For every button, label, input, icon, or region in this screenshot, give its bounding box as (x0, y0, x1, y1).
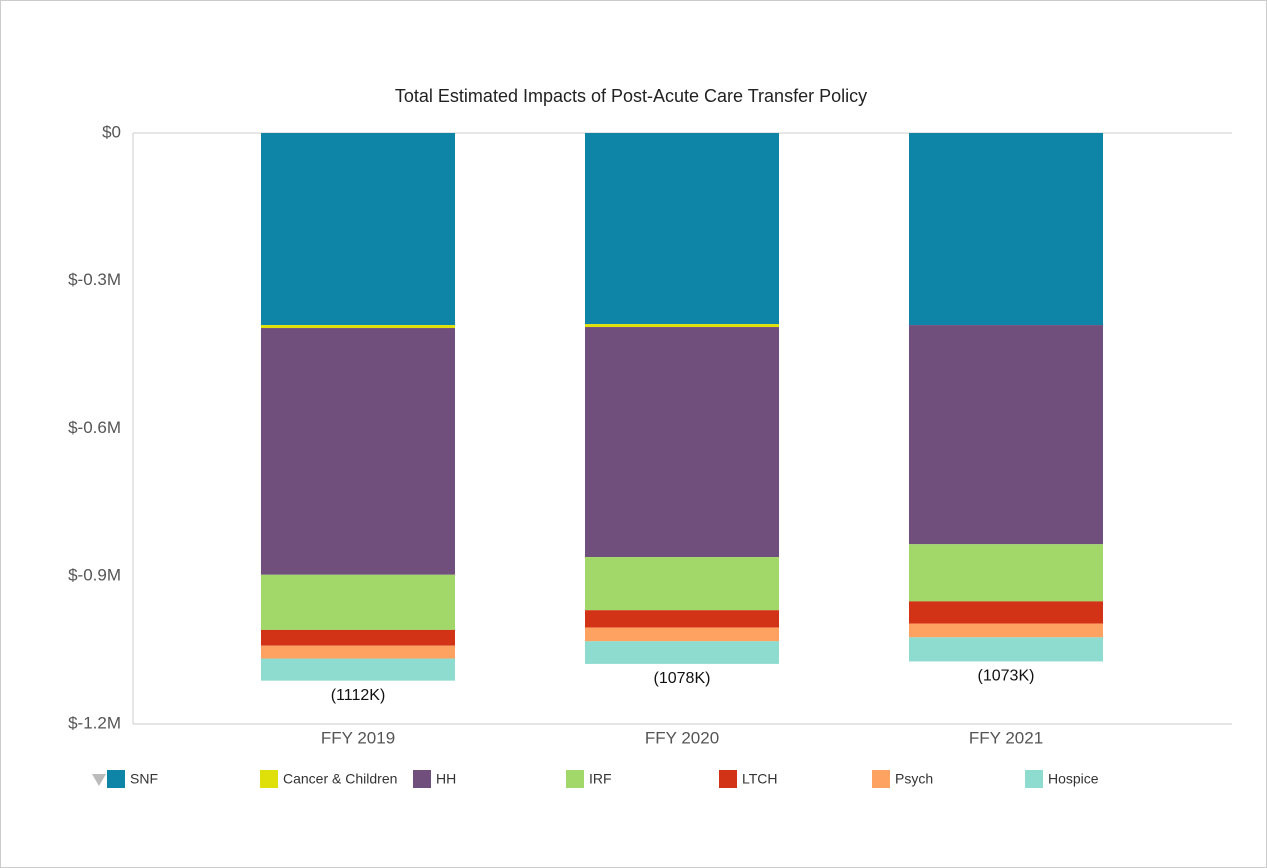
bar-segment (909, 544, 1103, 602)
bar-segment (585, 610, 779, 628)
legend-label: HH (436, 771, 456, 787)
bar-segment (585, 557, 779, 611)
total-label: (1112K) (331, 687, 386, 704)
chart-title: Total Estimated Impacts of Post-Acute Ca… (395, 86, 867, 106)
y-tick-label: $-1.2M (68, 713, 121, 732)
legend-label: SNF (130, 771, 158, 787)
bar-segment (261, 574, 455, 630)
legend-label: Psych (895, 771, 933, 787)
bar-segment (909, 601, 1103, 624)
x-tick-label: FFY 2019 (321, 728, 395, 747)
y-tick-label: $0 (102, 122, 121, 141)
bar-segment (909, 325, 1103, 545)
bar-segment (585, 324, 779, 328)
bar-segment (585, 327, 779, 558)
bar-segment (909, 637, 1103, 662)
legend-swatch (413, 770, 431, 788)
legend-swatch (872, 770, 890, 788)
legend-label: Hospice (1048, 771, 1099, 787)
bar-segment (261, 328, 455, 575)
bar-segment (909, 623, 1103, 638)
bar-segment (585, 133, 779, 325)
y-tick-label: $-0.6M (68, 418, 121, 437)
x-tick-label: FFY 2020 (645, 728, 719, 747)
bar-segment (261, 133, 455, 326)
bar-segment (585, 627, 779, 642)
legend-swatch (107, 770, 125, 788)
bar-segment (261, 629, 455, 646)
bar-segment (585, 641, 779, 664)
bar-segment (261, 658, 455, 681)
bar-segment (261, 645, 455, 659)
total-label: (1073K) (978, 668, 1035, 685)
legend-swatch (260, 770, 278, 788)
bar-segment (261, 325, 455, 329)
legend-swatch (566, 770, 584, 788)
legend-pager[interactable] (92, 774, 106, 786)
legend-swatch (1025, 770, 1043, 788)
bar-segment (909, 133, 1103, 326)
legend-label: IRF (589, 771, 612, 787)
y-tick-label: $-0.9M (68, 566, 121, 585)
x-tick-label: FFY 2021 (969, 728, 1043, 747)
legend-label: LTCH (742, 771, 778, 787)
legend-swatch (719, 770, 737, 788)
legend-label: Cancer & Children (283, 771, 397, 787)
y-tick-label: $-0.3M (68, 270, 121, 289)
total-label: (1078K) (654, 670, 711, 687)
